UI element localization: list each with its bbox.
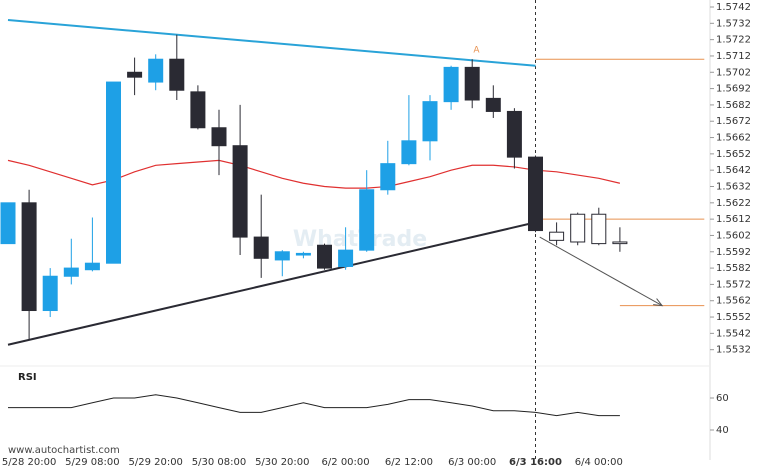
- forecast-arrow: [539, 236, 663, 307]
- candle-body: [211, 127, 227, 147]
- source: www.autochartist.com: [8, 445, 120, 456]
- candle-body: [401, 140, 417, 165]
- y-tick-label: 1.5612: [716, 214, 751, 225]
- y-tick-label: 1.5572: [716, 279, 751, 290]
- x-tick-label: 6/4 00:00: [575, 457, 623, 468]
- x-tick-label: 5/28 20:00: [2, 457, 56, 468]
- candle-body: [506, 110, 522, 158]
- trendline: [7, 19, 536, 67]
- rsi-line: [8, 394, 620, 417]
- x-tick-label: 6/3 00:00: [448, 457, 496, 468]
- y-tick-label: 60: [716, 393, 729, 404]
- candle-body: [274, 251, 290, 261]
- y-tick-label: 1.5622: [716, 198, 751, 209]
- y-tick-label: 1.5542: [716, 328, 751, 339]
- candle-body: [591, 213, 607, 245]
- x-tick-label: 6/2 00:00: [322, 457, 370, 468]
- rsi-title: RSI: [18, 372, 37, 383]
- candle-body: [485, 97, 501, 112]
- x-tick-label: 5/29 08:00: [65, 457, 119, 468]
- candle-body: [169, 58, 185, 91]
- x-tick-label: 6/3 16:00: [509, 457, 562, 468]
- candle-body: [359, 189, 375, 251]
- y-tick-label: 40: [716, 425, 729, 436]
- y-tick-label: 1.5602: [716, 230, 751, 241]
- candle-body: [63, 267, 79, 277]
- candle-body: [42, 275, 58, 312]
- y-tick-label: 1.5742: [716, 2, 751, 13]
- candle-body: [84, 262, 100, 271]
- y-tick-label: 1.5692: [716, 84, 751, 95]
- y-tick-label: 1.5632: [716, 182, 751, 193]
- y-tick-label: 1.5732: [716, 18, 751, 29]
- candle-body: [464, 66, 480, 101]
- y-tick-label: 1.5662: [716, 133, 751, 144]
- candle-body: [443, 66, 459, 103]
- candle-body: [295, 252, 311, 256]
- candle-body: [232, 145, 248, 238]
- candle-body: [190, 91, 206, 129]
- candle-body: [528, 156, 543, 232]
- arrow-head: [653, 298, 664, 307]
- candle-body: [422, 101, 438, 142]
- y-tick-label: 1.5592: [716, 247, 751, 258]
- x-tick-label: 5/30 20:00: [255, 457, 309, 468]
- y-tick-label: 1.5532: [716, 345, 751, 356]
- y-tick-label: 1.5642: [716, 165, 751, 176]
- x-tick-label: 5/30 08:00: [192, 457, 246, 468]
- x-tick-label: 6/2 12:00: [385, 457, 433, 468]
- candle-body: [253, 236, 269, 259]
- candle-body: [549, 231, 565, 241]
- candle-body: [127, 71, 143, 78]
- y-tick-label: 1.5682: [716, 100, 751, 111]
- candle-body: [380, 163, 396, 191]
- candle-body: [317, 244, 332, 269]
- y-tick-label: 1.5712: [716, 51, 751, 62]
- candle-body: [338, 249, 354, 267]
- y-tick-label: 1.5582: [716, 263, 751, 274]
- candle-body: [106, 81, 121, 264]
- candle-body: [0, 202, 16, 245]
- candle-body: [570, 213, 586, 243]
- pattern-marker: A: [473, 45, 480, 55]
- candle-body: [21, 202, 37, 312]
- y-tick-label: 1.5652: [716, 149, 751, 160]
- y-tick-label: 1.5562: [716, 296, 751, 307]
- y-tick-label: 1.5552: [716, 312, 751, 323]
- candle-body: [612, 241, 628, 245]
- x-tick-label: 5/29 20:00: [128, 457, 182, 468]
- y-tick-label: 1.5672: [716, 116, 751, 127]
- candle-body: [148, 58, 164, 83]
- trendline: [7, 221, 536, 346]
- y-tick-label: 1.5702: [716, 67, 751, 78]
- y-tick-label: 1.5722: [716, 35, 751, 46]
